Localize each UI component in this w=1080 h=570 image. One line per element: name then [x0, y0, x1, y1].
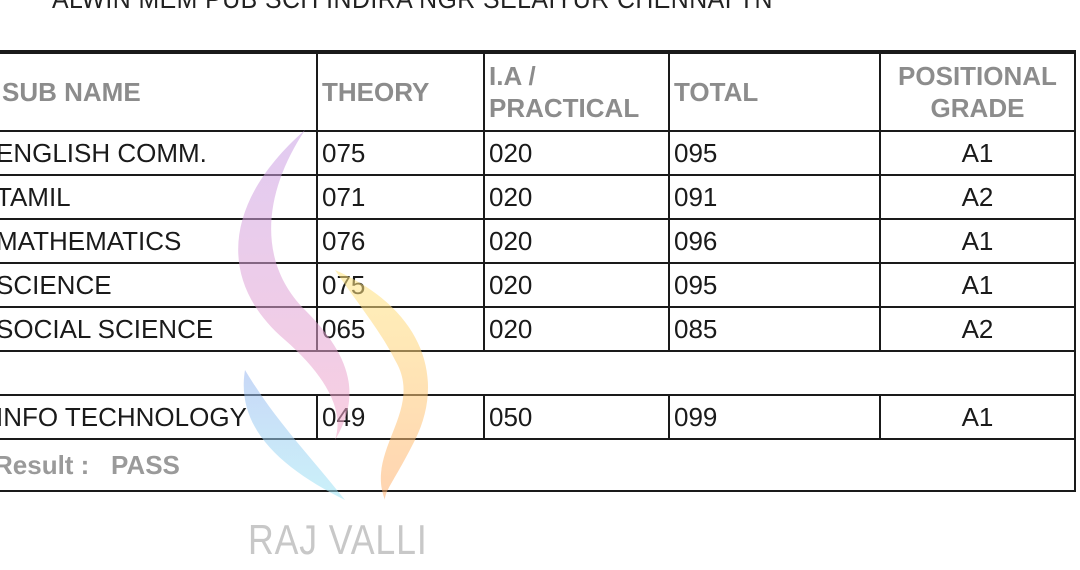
theory: 065: [316, 306, 485, 352]
total: 099: [668, 394, 881, 440]
subject: MATHEMATICS: [0, 218, 318, 264]
watermark-text: RAJ VALLI: [248, 516, 428, 563]
table-row: MATHEMATICS 076 020 096 A1: [0, 218, 1076, 264]
subject: SOCIAL SCIENCE: [0, 306, 318, 352]
grade: A2: [879, 306, 1076, 352]
subject: INFO TECHNOLOGY: [0, 394, 318, 440]
header-practical: I.A / PRACTICAL: [483, 51, 670, 132]
theory: 049: [316, 394, 485, 440]
table-row: ENGLISH COMM. 075 020 095 A1: [0, 130, 1076, 176]
header-total: TOTAL: [668, 51, 881, 132]
practical: 050: [483, 394, 670, 440]
grade: A1: [879, 130, 1076, 176]
header-practical-line2: PRACTICAL: [489, 93, 640, 123]
result-value: PASS: [111, 449, 180, 480]
practical: 020: [483, 218, 670, 264]
total: 095: [668, 262, 881, 308]
header-theory: THEORY: [316, 51, 485, 132]
subject: SCIENCE: [0, 262, 318, 308]
result-row: Result : PASS: [0, 438, 1076, 492]
blank-row: [0, 350, 1076, 396]
header-practical-line1: I.A /: [489, 61, 536, 91]
theory: 075: [316, 262, 485, 308]
grade: A2: [879, 174, 1076, 220]
result-cell: Result : PASS: [0, 438, 1076, 492]
table-row-additional: INFO TECHNOLOGY 049 050 099 A1: [0, 394, 1076, 440]
grade: A1: [879, 262, 1076, 308]
header-grade-line2: GRADE: [930, 93, 1025, 123]
total: 096: [668, 218, 881, 264]
header-grade: POSITIONAL GRADE: [879, 51, 1076, 132]
theory: 071: [316, 174, 485, 220]
marks-table: SUB NAME THEORY I.A / PRACTICAL TOTAL POS…: [0, 50, 1076, 492]
practical: 020: [483, 262, 670, 308]
subject: TAMIL: [0, 174, 318, 220]
practical: 020: [483, 174, 670, 220]
practical: 020: [483, 306, 670, 352]
total: 085: [668, 306, 881, 352]
header-row: SUB NAME THEORY I.A / PRACTICAL TOTAL POS…: [0, 51, 1076, 132]
header-sub-name: SUB NAME: [0, 51, 318, 132]
practical: 020: [483, 130, 670, 176]
total: 091: [668, 174, 881, 220]
grade: A1: [879, 394, 1076, 440]
total: 095: [668, 130, 881, 176]
grade: A1: [879, 218, 1076, 264]
table-row: SOCIAL SCIENCE 065 020 085 A2: [0, 306, 1076, 352]
table-row: TAMIL 071 020 091 A2: [0, 174, 1076, 220]
theory: 075: [316, 130, 485, 176]
blank-cell: [0, 350, 1076, 396]
school-name: ALWIN MEM PUB SCH INDIRA NGR SELAIYUR CH…: [52, 0, 773, 15]
subject: ENGLISH COMM.: [0, 130, 318, 176]
table-row: SCIENCE 075 020 095 A1: [0, 262, 1076, 308]
header-grade-line1: POSITIONAL: [898, 61, 1057, 91]
result-label: Result :: [0, 449, 90, 480]
theory: 076: [316, 218, 485, 264]
